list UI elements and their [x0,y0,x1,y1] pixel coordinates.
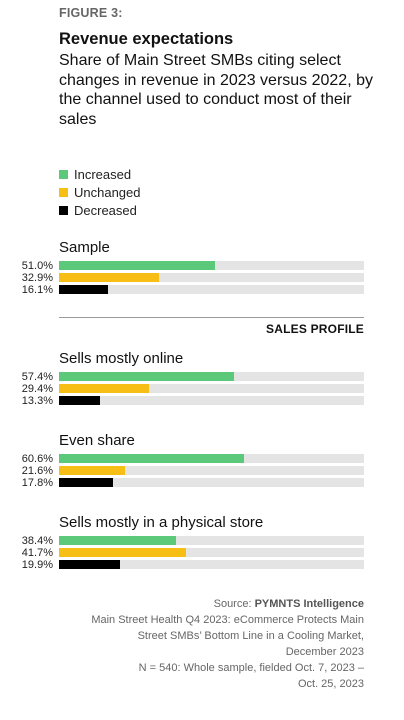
value-label-unchanged: 29.4% [21,382,53,395]
bar-unchanged [59,384,149,393]
bar-increased [59,372,235,381]
figure-label: FIGURE 3: [59,6,123,20]
value-label-decreased: 16.1% [21,283,53,296]
source-name: PYMNTS Intelligence [254,598,364,610]
legend: Increased Unchanged Decreased [59,165,141,219]
bar-decreased [59,560,120,569]
legend-swatch-unchanged [59,187,68,197]
bar-increased [59,261,215,270]
value-label-unchanged: 32.9% [21,271,53,284]
value-label-increased: 60.6% [21,452,53,465]
group-title: Even share [59,432,135,449]
footer-line-2: Street SMBs’ Bottom Line in a Cooling Ma… [137,630,364,642]
bar-track [59,478,364,487]
legend-swatch-decreased [59,205,68,215]
value-label-increased: 38.4% [21,534,53,547]
footer-line-5: Oct. 25, 2023 [297,678,364,690]
value-label-increased: 51.0% [21,259,53,272]
bar-track [59,384,364,393]
bar-decreased [59,396,100,405]
bar-unchanged [59,273,160,282]
bar-unchanged [59,548,187,557]
bar-decreased [59,285,109,294]
value-label-decreased: 17.8% [21,476,53,489]
section-divider [59,317,364,318]
legend-label-unchanged: Unchanged [74,184,141,200]
legend-item-unchanged: Unchanged [59,183,141,201]
chart-title: Revenue expectations [59,30,234,48]
legend-swatch-increased [59,169,68,179]
group-title: Sells mostly online [59,350,184,367]
bar-unchanged [59,466,125,475]
legend-label-decreased: Decreased [74,202,137,218]
legend-label-increased: Increased [74,166,132,182]
value-label-unchanged: 21.6% [21,464,53,477]
chart-subtitle: Share of Main Street SMBs citing select … [59,52,373,128]
bar-track [59,273,364,282]
bar-increased [59,454,244,463]
group-title: Sells mostly in a physical store [59,514,264,531]
bar-track [59,536,364,545]
footer-source: Source: PYMNTS Intelligence [214,596,364,612]
legend-item-increased: Increased [59,165,141,183]
value-label-decreased: 13.3% [21,394,53,407]
bar-track [59,466,364,475]
footer-line-4: N = 540: Whole sample, fielded Oct. 7, 2… [138,662,364,674]
bar-track [59,454,364,463]
footer-line-1: Main Street Health Q4 2023: eCommerce Pr… [91,614,364,626]
bar-decreased [59,478,114,487]
value-label-decreased: 19.9% [21,558,53,571]
bar-increased [59,536,177,545]
value-label-increased: 57.4% [21,370,53,383]
value-label-unchanged: 41.7% [21,546,53,559]
bar-track [59,560,364,569]
group-title: Sample [59,239,110,256]
bar-track [59,396,364,405]
footer-line-3: December 2023 [285,646,364,658]
bar-track [59,372,364,381]
section-header: SALES PROFILE [266,322,364,336]
bar-track [59,548,364,557]
bar-track [59,261,364,270]
legend-item-decreased: Decreased [59,201,141,219]
source-prefix: Source: [213,598,255,610]
bar-track [59,285,364,294]
